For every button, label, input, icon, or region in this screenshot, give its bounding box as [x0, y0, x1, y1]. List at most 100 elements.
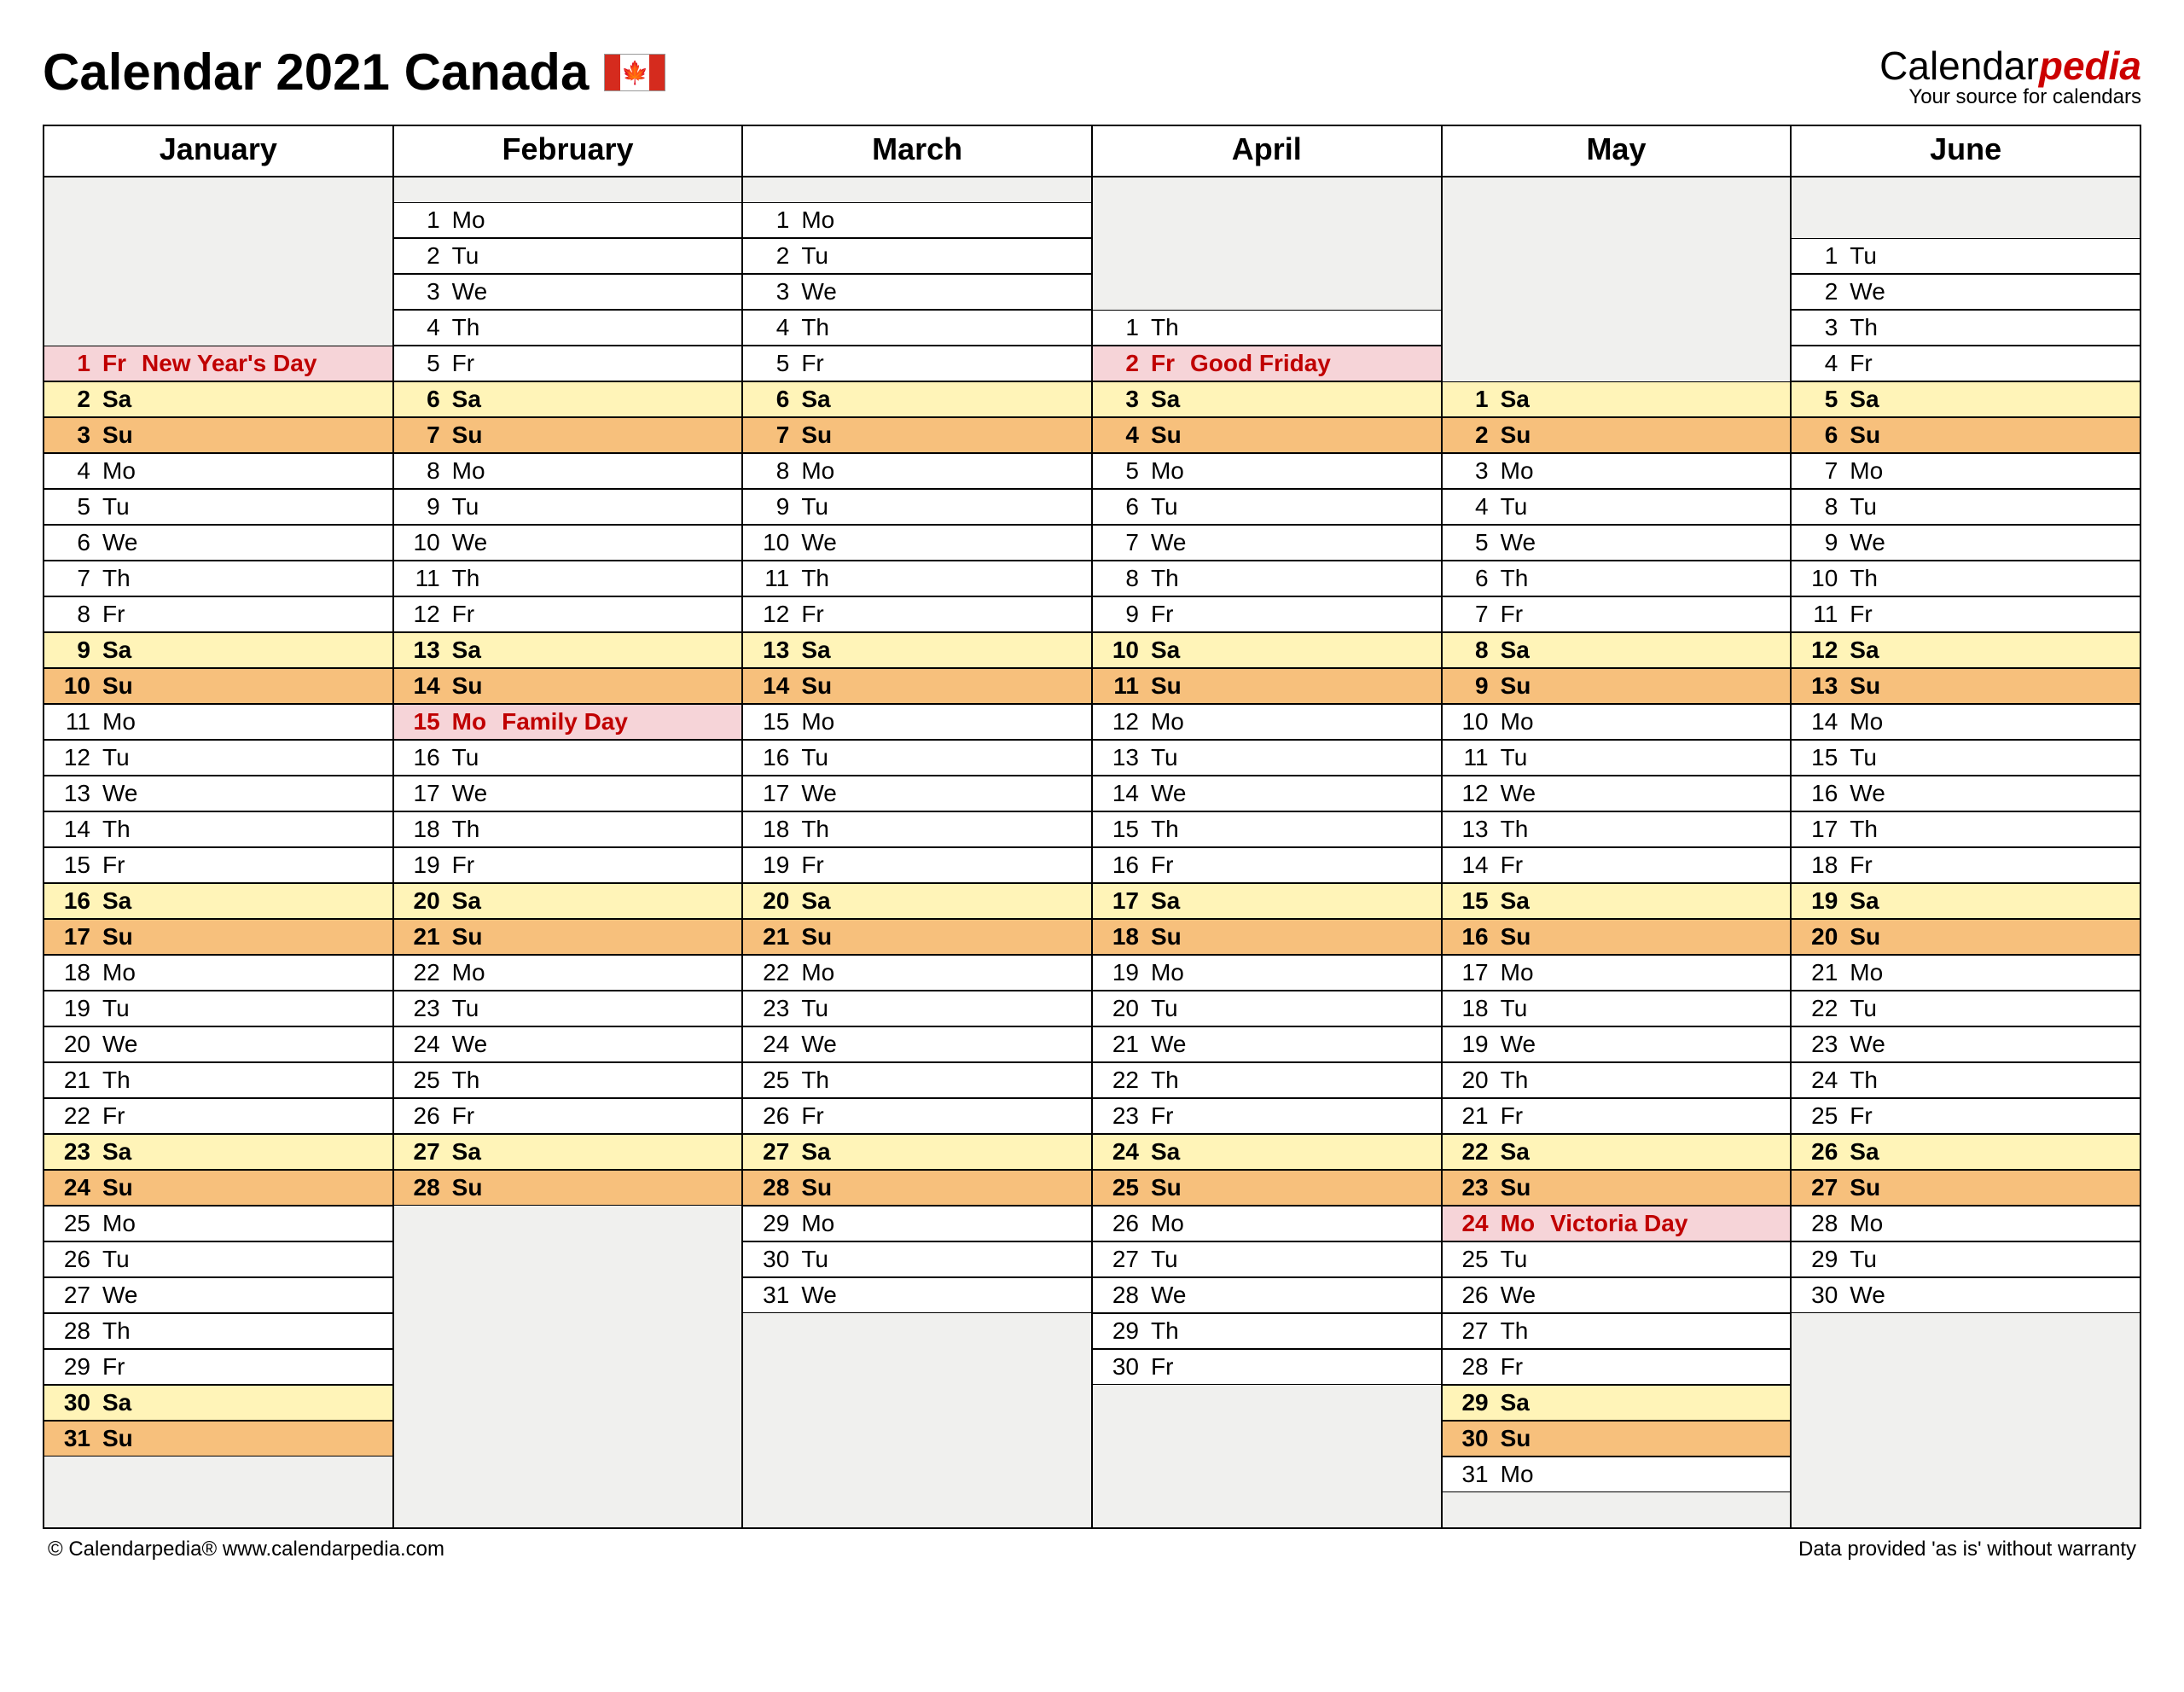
calendar-cell: 7Mo: [1791, 453, 2140, 489]
day-of-week: Mo: [1151, 457, 1184, 485]
brand-suffix: pedia: [2039, 44, 2141, 88]
day-cell: 9Su: [1443, 668, 1791, 704]
calendar-cell: 13We: [44, 776, 393, 811]
day-number: 6: [1105, 493, 1139, 520]
day-cell: 9Tu: [394, 489, 742, 525]
day-number: 21: [1105, 1031, 1139, 1058]
day-cell: 28Fr: [1443, 1349, 1791, 1385]
day-of-week: Sa: [102, 637, 131, 664]
day-number: 7: [1105, 529, 1139, 556]
day-of-week: We: [102, 1031, 138, 1058]
day-number: 30: [1455, 1425, 1489, 1452]
day-of-week: Fr: [801, 852, 823, 879]
calendar-cell: 15Fr: [44, 847, 393, 883]
day-of-week: We: [1850, 278, 1885, 305]
calendar-cell: 15Mo: [742, 704, 1092, 740]
day-number: 12: [56, 744, 90, 771]
day-number: 1: [1804, 242, 1838, 270]
day-of-week: Sa: [1501, 386, 1530, 413]
day-of-week: Su: [452, 422, 483, 449]
empty-cell: [742, 1313, 1092, 1349]
day-cell: 16Sa: [44, 883, 392, 919]
day-of-week: Th: [1850, 816, 1878, 843]
calendar-cell: 2Sa: [44, 381, 393, 417]
day-number: 5: [1455, 529, 1489, 556]
brand-prefix: Calendar: [1879, 44, 2039, 88]
calendar-cell: 23Sa: [44, 1134, 393, 1170]
day-of-week: Sa: [1151, 637, 1180, 664]
day-of-week: Th: [1151, 1317, 1179, 1345]
empty-cell: [44, 1457, 393, 1492]
footer: © Calendarpedia® www.calendarpedia.com D…: [43, 1538, 2141, 1561]
day-of-week: Th: [102, 1317, 131, 1345]
day-of-week: Mo: [102, 708, 136, 736]
day-of-week: Th: [1151, 816, 1179, 843]
day-cell: 27We: [44, 1277, 392, 1313]
calendar-cell: 30Sa: [44, 1385, 393, 1421]
day-cell: 15Tu: [1792, 740, 2140, 776]
day-of-week: Tu: [1850, 744, 1877, 771]
day-cell: 10Sa: [1093, 632, 1441, 668]
empty-cell: [393, 1241, 743, 1277]
day-cell: 11Fr: [1792, 596, 2140, 632]
day-cell: 2FrGood Friday: [1093, 346, 1441, 381]
day-number: 8: [1455, 637, 1489, 664]
calendar-cell: 10Sa: [1092, 632, 1442, 668]
day-cell: 13Sa: [394, 632, 742, 668]
calendar-cell: 12Fr: [742, 596, 1092, 632]
empty-cell: [44, 1492, 393, 1528]
empty-cell: [1092, 1385, 1442, 1421]
day-number: 30: [1105, 1353, 1139, 1381]
calendar-cell: 25Fr: [1791, 1098, 2140, 1134]
day-cell: 5Tu: [44, 489, 392, 525]
day-cell: 14Su: [743, 668, 1091, 704]
day-number: 12: [755, 601, 789, 628]
empty-cell: [742, 1421, 1092, 1457]
calendar-cell: 30Fr: [1092, 1349, 1442, 1385]
day-number: 9: [1455, 672, 1489, 700]
day-of-week: Su: [801, 422, 832, 449]
day-cell: 4Th: [394, 310, 742, 346]
calendar-cell: 12Tu: [44, 740, 393, 776]
day-cell: 12Mo: [1093, 704, 1441, 740]
day-number: 27: [406, 1138, 440, 1166]
empty-cell: [44, 202, 393, 238]
day-cell: 11Th: [394, 561, 742, 596]
calendar-cell: 28Su: [393, 1170, 743, 1206]
day-cell: 25Th: [394, 1062, 742, 1098]
day-number: 1: [406, 206, 440, 234]
calendar-cell: 1Mo: [393, 202, 743, 238]
calendar-cell: 3Th: [1791, 310, 2140, 346]
day-cell: 6We: [44, 525, 392, 561]
calendar-cell: 12We: [1442, 776, 1792, 811]
day-of-week: Tu: [1501, 744, 1528, 771]
day-of-week: Fr: [102, 350, 126, 377]
day-of-week: Fr: [1151, 852, 1173, 879]
calendar-cell: 16Tu: [742, 740, 1092, 776]
day-cell: 20Su: [1792, 919, 2140, 955]
calendar-cell: 22Mo: [393, 955, 743, 991]
calendar-cell: 18Mo: [44, 955, 393, 991]
empty-cell: [1442, 202, 1792, 238]
day-cell: 14Mo: [1792, 704, 2140, 740]
day-cell: 22Mo: [743, 955, 1091, 991]
day-number: 2: [1804, 278, 1838, 305]
empty-cell: [393, 1349, 743, 1385]
day-of-week: Tu: [102, 1246, 130, 1273]
day-of-week: Su: [1501, 1425, 1531, 1452]
day-of-week: Sa: [452, 1138, 481, 1166]
calendar-cell: 12Fr: [393, 596, 743, 632]
day-cell: 5Sa: [1792, 381, 2140, 417]
day-number: 12: [406, 601, 440, 628]
day-number: 6: [755, 386, 789, 413]
day-cell: 1Mo: [743, 202, 1091, 238]
calendar-cell: 17Th: [1791, 811, 2140, 847]
calendar-cell: 18Su: [1092, 919, 1442, 955]
day-cell: 8Fr: [44, 596, 392, 632]
calendar-cell: 6We: [44, 525, 393, 561]
day-number: 26: [755, 1102, 789, 1130]
day-number: 10: [56, 672, 90, 700]
calendar-cell: 12Mo: [1092, 704, 1442, 740]
day-cell: 26Mo: [1093, 1206, 1441, 1241]
day-number: 17: [1105, 887, 1139, 915]
